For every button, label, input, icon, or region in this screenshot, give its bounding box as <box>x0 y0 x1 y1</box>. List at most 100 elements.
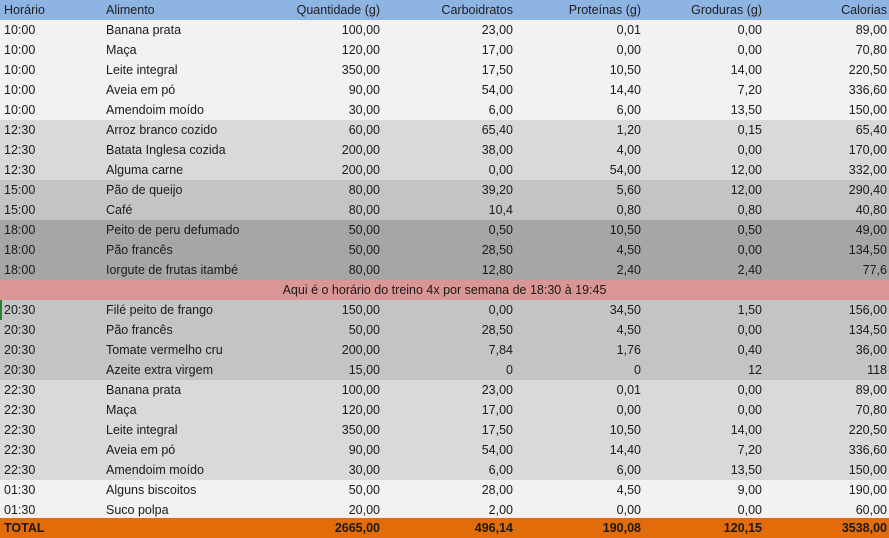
quantity-cell[interactable]: 90,00 <box>348 443 380 457</box>
total-calories-cell[interactable]: 3538,00 <box>841 521 887 535</box>
calories-cell[interactable]: 290,40 <box>848 183 887 197</box>
quantity-cell[interactable]: 150,00 <box>341 303 380 317</box>
column-header-carbs[interactable]: Carboidratos <box>441 3 513 17</box>
quantity-cell[interactable]: 50,00 <box>348 483 380 497</box>
fat-cell[interactable]: 0,80 <box>737 203 762 217</box>
time-cell[interactable]: 22:30 <box>4 463 36 477</box>
quantity-cell[interactable]: 350,00 <box>341 63 380 77</box>
quantity-cell[interactable]: 80,00 <box>348 203 380 217</box>
food-cell[interactable]: Amendoim moído <box>106 463 204 477</box>
calories-cell[interactable]: 77,6 <box>862 263 887 277</box>
carbs-cell[interactable]: 65,40 <box>481 123 513 137</box>
food-cell[interactable]: Filé peito de frango <box>106 303 214 317</box>
fat-cell[interactable]: 12,00 <box>730 183 762 197</box>
fat-cell[interactable]: 0,00 <box>737 143 762 157</box>
carbs-cell[interactable]: 10,4 <box>488 203 513 217</box>
food-cell[interactable]: Azeite extra virgem <box>106 363 213 377</box>
fat-cell[interactable]: 0,00 <box>737 503 762 517</box>
food-cell[interactable]: Pão de queijo <box>106 183 183 197</box>
column-header-time[interactable]: Horário <box>4 3 45 17</box>
carbs-cell[interactable]: 17,00 <box>481 403 513 417</box>
carbs-cell[interactable]: 6,00 <box>488 463 513 477</box>
fat-cell[interactable]: 0,00 <box>737 323 762 337</box>
time-cell[interactable]: 10:00 <box>4 103 36 117</box>
food-cell[interactable]: Amendoim moído <box>106 103 204 117</box>
time-cell[interactable]: 15:00 <box>4 183 36 197</box>
time-cell[interactable]: 18:00 <box>4 263 36 277</box>
protein-cell[interactable]: 1,20 <box>616 123 641 137</box>
fat-cell[interactable]: 14,00 <box>730 423 762 437</box>
carbs-cell[interactable]: 28,50 <box>481 243 513 257</box>
time-cell[interactable]: 22:30 <box>4 403 36 417</box>
quantity-cell[interactable]: 100,00 <box>341 383 380 397</box>
protein-cell[interactable]: 10,50 <box>609 423 641 437</box>
quantity-cell[interactable]: 30,00 <box>348 103 380 117</box>
food-cell[interactable]: Pão francês <box>106 243 173 257</box>
time-cell[interactable]: 20:30 <box>4 323 36 337</box>
time-cell[interactable]: 22:30 <box>4 443 36 457</box>
fat-cell[interactable]: 0,40 <box>737 343 762 357</box>
protein-cell[interactable]: 14,40 <box>609 443 641 457</box>
protein-cell[interactable]: 0,80 <box>616 203 641 217</box>
fat-cell[interactable]: 13,50 <box>730 103 762 117</box>
total-protein-cell[interactable]: 190,08 <box>602 521 641 535</box>
protein-cell[interactable]: 34,50 <box>609 303 641 317</box>
carbs-cell[interactable]: 0,50 <box>488 223 513 237</box>
time-cell[interactable]: 20:30 <box>4 363 36 377</box>
column-header-food[interactable]: Alimento <box>106 3 155 17</box>
time-cell[interactable]: 22:30 <box>4 383 36 397</box>
fat-cell[interactable]: 0,15 <box>737 123 762 137</box>
food-cell[interactable]: Tomate vermelho cru <box>106 343 223 357</box>
column-header-quantity[interactable]: Quantidade (g) <box>296 3 380 17</box>
protein-cell[interactable]: 6,00 <box>616 103 641 117</box>
food-cell[interactable]: Peito de peru defumado <box>106 223 240 237</box>
food-cell[interactable]: Aveia em pó <box>106 83 176 97</box>
calories-cell[interactable]: 190,00 <box>848 483 887 497</box>
fat-cell[interactable]: 14,00 <box>730 63 762 77</box>
calories-cell[interactable]: 150,00 <box>848 463 887 477</box>
quantity-cell[interactable]: 90,00 <box>348 83 380 97</box>
carbs-cell[interactable]: 28,00 <box>481 483 513 497</box>
carbs-cell[interactable]: 0,00 <box>488 303 513 317</box>
food-cell[interactable]: Café <box>106 203 133 217</box>
time-cell[interactable]: 10:00 <box>4 23 36 37</box>
calories-cell[interactable]: 70,80 <box>855 43 887 57</box>
quantity-cell[interactable]: 120,00 <box>341 43 380 57</box>
fat-cell[interactable]: 7,20 <box>737 443 762 457</box>
total-carbs-cell[interactable]: 496,14 <box>474 521 513 535</box>
protein-cell[interactable]: 2,40 <box>616 263 641 277</box>
fat-cell[interactable]: 12,00 <box>730 163 762 177</box>
time-cell[interactable]: 12:30 <box>4 143 36 157</box>
time-cell[interactable]: 12:30 <box>4 163 36 177</box>
calories-cell[interactable]: 336,60 <box>848 83 887 97</box>
quantity-cell[interactable]: 60,00 <box>348 123 380 137</box>
total-fat-cell[interactable]: 120,15 <box>723 521 762 535</box>
food-cell[interactable]: Maça <box>106 43 137 57</box>
calories-cell[interactable]: 170,00 <box>848 143 887 157</box>
protein-cell[interactable]: 5,60 <box>616 183 641 197</box>
quantity-cell[interactable]: 80,00 <box>348 183 380 197</box>
time-cell[interactable]: 22:30 <box>4 423 36 437</box>
calories-cell[interactable]: 134,50 <box>848 243 887 257</box>
food-cell[interactable]: Banana prata <box>106 23 182 37</box>
food-cell[interactable]: Leite integral <box>106 423 178 437</box>
food-cell[interactable]: Maça <box>106 403 137 417</box>
training-banner-text[interactable]: Aqui é o horário do treino 4x por semana… <box>282 283 607 297</box>
quantity-cell[interactable]: 50,00 <box>348 223 380 237</box>
carbs-cell[interactable]: 6,00 <box>488 103 513 117</box>
calories-cell[interactable]: 70,80 <box>855 403 887 417</box>
calories-cell[interactable]: 220,50 <box>848 63 887 77</box>
calories-cell[interactable]: 49,00 <box>855 223 887 237</box>
calories-cell[interactable]: 336,60 <box>848 443 887 457</box>
fat-cell[interactable]: 0,50 <box>737 223 762 237</box>
fat-cell[interactable]: 0,00 <box>737 403 762 417</box>
time-cell[interactable]: 20:30 <box>4 343 36 357</box>
food-cell[interactable]: Banana prata <box>106 383 182 397</box>
carbs-cell[interactable]: 0 <box>506 363 513 377</box>
quantity-cell[interactable]: 200,00 <box>341 163 380 177</box>
carbs-cell[interactable]: 39,20 <box>481 183 513 197</box>
carbs-cell[interactable]: 17,50 <box>481 423 513 437</box>
protein-cell[interactable]: 0,00 <box>616 403 641 417</box>
carbs-cell[interactable]: 12,80 <box>481 263 513 277</box>
column-header-calories[interactable]: Calorias <box>841 3 887 17</box>
